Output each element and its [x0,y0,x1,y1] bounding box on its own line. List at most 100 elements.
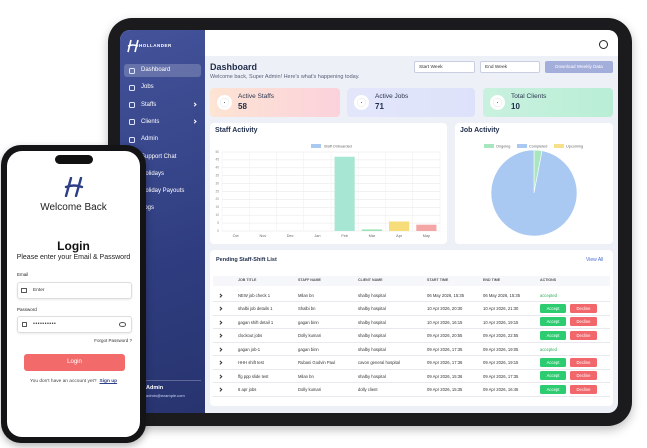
table-header: END TIME [483,278,501,282]
decline-button[interactable]: Decline [570,371,597,380]
password-label: Password [17,307,37,312]
eye-icon[interactable] [119,322,126,327]
y-tick-label: 15 [215,205,219,209]
job-title: Job Activity [460,127,500,134]
login-button[interactable]: Login [24,354,125,371]
decline-button[interactable]: Decline [570,330,597,340]
sidebar-user: Admin [146,385,164,391]
email-input[interactable] [17,282,132,299]
row-divider [213,382,610,383]
row-divider [213,328,610,329]
stat-value: 71 [375,102,384,111]
x-tick-label: Nov [259,234,266,238]
x-tick-label: Dec [287,234,294,238]
x-tick-label: Oct [233,234,240,238]
legend-swatch [484,144,494,148]
logo-stroke [64,177,84,197]
nav-item[interactable]: Logs [141,205,155,212]
decline-button[interactable]: Decline [570,317,597,326]
no-account-text: You don't have an account yet? [29,379,97,384]
table-cell: 10 Apr 2026, 16:15 [427,319,463,325]
x-tick-label: May [423,234,430,238]
table-cell: ffg ppp slide test [238,373,269,379]
decline-button[interactable]: Decline [570,384,597,394]
page-subtitle: Welcome back, Super Admin! Here's what's… [210,74,360,80]
x-tick-label: Mar [369,234,376,238]
x-tick-label: Feb [341,234,348,238]
y-tick-label: 20 [215,197,219,201]
stat-icon [490,95,505,110]
accept-button[interactable]: Accept [540,330,566,340]
table-cell: 09 Apr 2026, 19:15 [483,360,519,365]
nav-item[interactable]: Admin [141,136,159,143]
phone-notch [55,155,93,164]
accept-button[interactable]: Accept [540,371,566,380]
legend-label: Ongoing [496,144,510,148]
row-divider [213,314,610,315]
staff-title: Staff Activity [215,127,258,134]
y-tick-label: 50 [215,150,219,154]
nav-item[interactable]: Clients [141,118,160,125]
status-accepted: accepted [540,346,557,352]
table-cell: 09 Apr 2026, 20:55 [427,333,463,338]
accept-button[interactable]: Accept [540,384,566,394]
decline-button[interactable]: Decline [570,357,597,367]
logo-text: HOLLANDER [139,43,172,48]
table-cell: 6 apr jobs [238,387,257,392]
table-cell: 09 Apr 2026, 17:36 [427,360,463,365]
legend-swatch [517,144,527,148]
nav-item[interactable]: Dashboard [141,67,171,73]
nav-item[interactable]: Support Chat [141,153,177,160]
nav-active [124,64,201,77]
decline-button[interactable]: Decline [570,303,597,313]
nav-item[interactable]: Holidays [141,170,165,177]
y-tick-label: 0 [217,229,219,233]
phone-logo [64,177,84,197]
signup-link[interactable]: Sign up [99,379,118,384]
x-tick-label: Jan [314,234,320,238]
start-select[interactable]: Start Week [414,61,475,73]
bar [334,156,355,231]
table-cell: NEW job check 1 [238,292,271,298]
accept-button[interactable]: Accept [540,357,566,367]
nav-item[interactable]: Holiday Payouts [141,188,185,195]
forgot-link[interactable]: Forgot Password ? [94,338,132,343]
download-button[interactable]: Download Weekly Data [545,61,613,73]
table-cell: Dolly kumari [298,387,322,392]
end-select[interactable]: End Week [480,61,540,73]
table-cell: gagan binn [298,319,319,325]
table-cell: 10 Apr 2026, 21:30 [483,306,519,311]
nav-item[interactable]: Jobs [141,84,154,91]
login-title: Login [57,239,90,253]
table-header: ACTIONS [540,278,557,282]
nav-icon [129,102,135,109]
nav-icon [129,136,135,143]
nav-item[interactable]: Staffs [141,101,157,108]
bar [416,224,437,231]
row-divider [213,355,610,356]
email-label: Email [17,272,29,277]
password-input[interactable] [17,316,132,333]
row-divider [213,395,610,396]
table-cell: Milan bn [298,292,314,298]
welcome-text: Welcome Back [40,202,107,213]
accept-button[interactable]: Accept [540,317,566,326]
table-cell: cavon general hospital [358,360,400,365]
table-header: STAFF NAME [298,278,321,282]
stat-label: Active Staffs [238,93,275,100]
login-prompt: Please enter your Email & Password [16,254,131,261]
logo-mark [127,39,139,53]
table-cell: Dolly kumari [298,333,322,338]
table-cell: gagan job-1 [238,346,261,352]
row-divider [213,301,610,302]
view-all[interactable]: View All [586,257,604,263]
stat-label: Active Jobs [375,93,409,100]
table-cell: 09 Apr 2026, 16:45 [483,387,519,392]
accept-button[interactable]: Accept [540,303,566,313]
table-header: JOB TITLE [238,278,257,282]
table-cell: Shalbi bn [298,306,316,311]
password-value: •••••••••• [33,321,57,327]
table-cell: 10 Apr 2026, 20:30 [427,306,463,311]
email-icon [21,288,27,293]
table-cell: HHH shift test [238,360,264,365]
